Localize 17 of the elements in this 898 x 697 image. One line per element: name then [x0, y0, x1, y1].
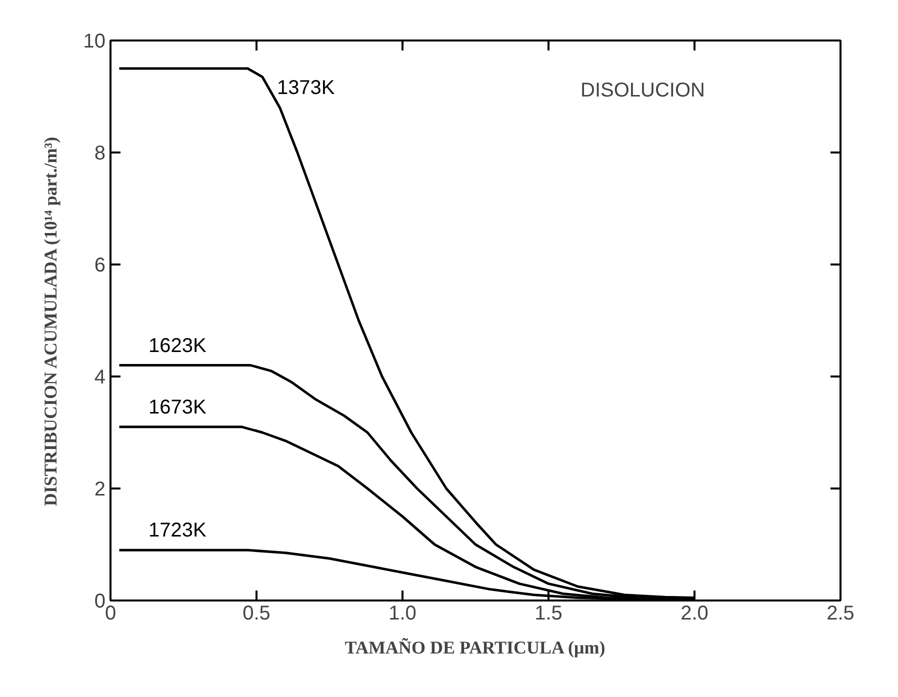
annotation: DISOLUCION: [580, 80, 705, 102]
y-tick-label: 6: [94, 254, 106, 276]
x-axis-title: TAMAÑO DE PARTICULA (μm): [344, 638, 606, 658]
x-tick-label: 1.5: [534, 602, 562, 624]
x-tick-label: 2.5: [826, 602, 854, 624]
series-label: 1673K: [148, 396, 207, 418]
y-tick-label: 2: [94, 478, 106, 500]
y-tick-label: 10: [83, 30, 106, 52]
y-tick-label: 8: [94, 142, 106, 164]
x-tick-label: 0.5: [242, 602, 270, 624]
series-label: 1623K: [148, 334, 207, 357]
y-tick-label: 4: [94, 366, 106, 388]
series-label: 1373K: [276, 76, 336, 99]
series-label: 1723K: [148, 520, 207, 542]
x-tick-label: 2.0: [680, 602, 708, 624]
x-tick-label: 1.0: [388, 602, 416, 624]
y-axis-title: DISTRIBUCION ACUMULADA (10¹⁴ part./m³): [40, 136, 60, 506]
